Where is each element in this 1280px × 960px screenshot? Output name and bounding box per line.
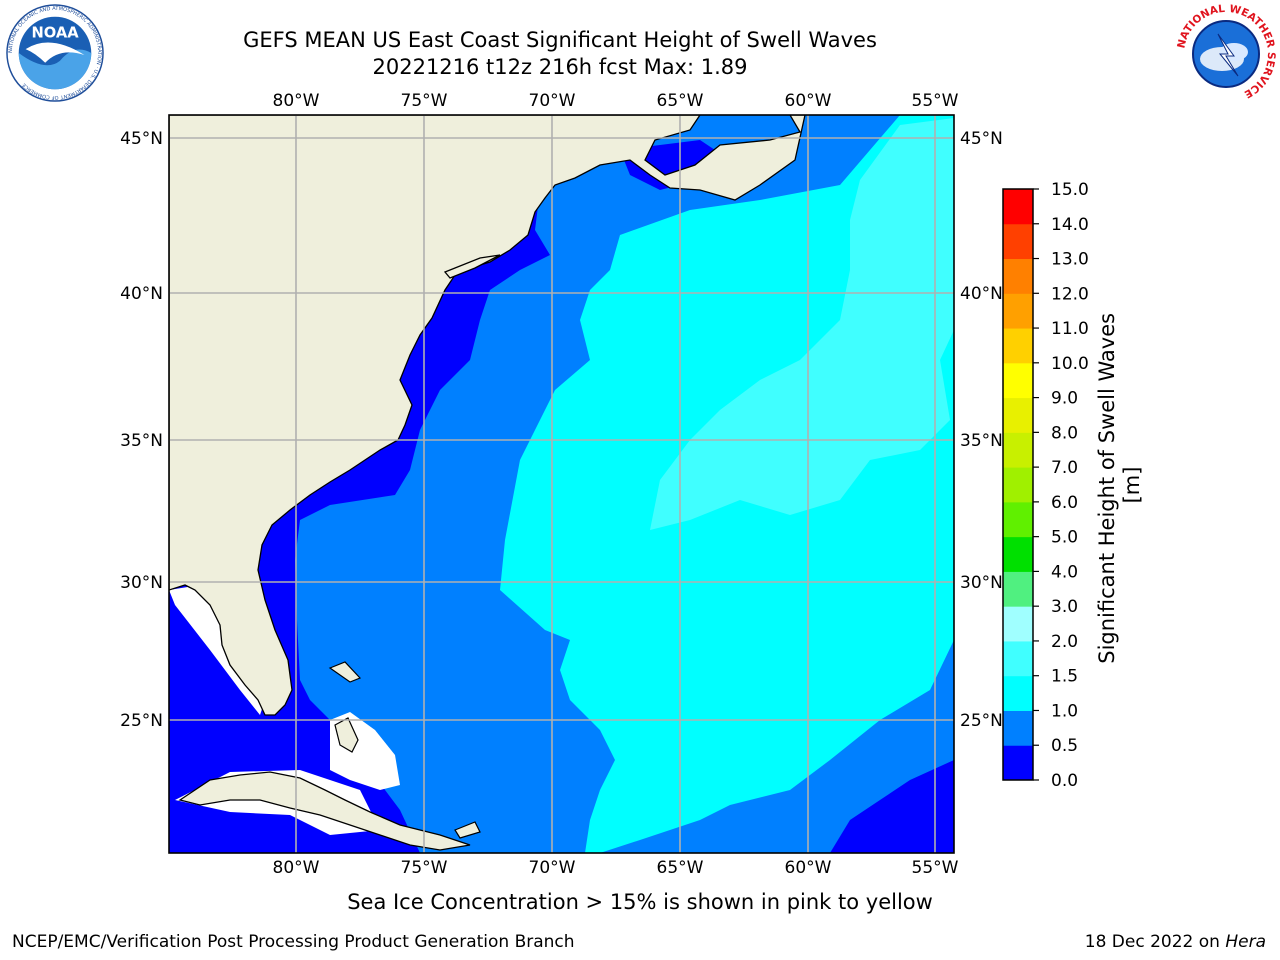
- generation-date: 18 Dec 2022 on Hera: [1085, 932, 1266, 952]
- colorbar-label: Significant Height of Swell Waves [m]: [1095, 306, 1144, 664]
- colorbar-swatch: [1003, 397, 1033, 433]
- land-hispaniola: [454, 821, 481, 839]
- lon-ticks-top: 80°W 75°W 70°W 65°W 60°W 55°W: [273, 91, 959, 111]
- land-north-america: [169, 115, 806, 716]
- machine-name: Hera: [1225, 932, 1266, 952]
- colorbar-tick-label: 0.5: [1051, 736, 1078, 756]
- colorbar-tick-label: 13.0: [1051, 250, 1089, 270]
- lon-tick-label: 70°W: [529, 858, 576, 878]
- swell-band-1.5-2.0: [650, 118, 954, 530]
- date-text: 18 Dec 2022 on: [1084, 932, 1226, 952]
- colorbar-tick-label: 3.0: [1051, 597, 1078, 617]
- colorbar-label-line2: [m]: [1120, 467, 1144, 504]
- lat-tick-label: 35°N: [120, 431, 163, 451]
- land-cuba: [178, 771, 471, 851]
- lat-tick-label: 25°N: [960, 711, 1003, 731]
- colorbar-tick-label: 11.0: [1051, 319, 1089, 339]
- lon-tick-label: 75°W: [401, 858, 448, 878]
- lat-ticks-left: 45°N 40°N 35°N 30°N 25°N: [120, 129, 163, 731]
- colorbar-swatch: [1003, 467, 1033, 503]
- lat-tick-label: 40°N: [960, 284, 1003, 304]
- colorbar-label-line1: Significant Height of Swell Waves: [1095, 313, 1119, 664]
- lon-tick-label: 60°W: [785, 91, 832, 111]
- colorbar-swatch: [1003, 189, 1033, 225]
- lat-tick-label: 35°N: [960, 431, 1003, 451]
- colorbar-swatch: [1003, 606, 1033, 642]
- noaa-logo: NOAA NATIONAL OCEANIC AND ATMOSPHERIC AD…: [6, 4, 104, 102]
- colorbar-swatch: [1003, 640, 1033, 677]
- colorbar-tick-label: 10.0: [1051, 354, 1089, 374]
- colorbar-swatch: [1003, 501, 1033, 538]
- colorbar-tick-label: 6.0: [1051, 493, 1078, 513]
- map-gridlines: [169, 115, 954, 853]
- lon-tick-label: 70°W: [529, 91, 576, 111]
- no-data-florida: [169, 585, 265, 715]
- colorbar-tick-label: 5.0: [1051, 528, 1078, 548]
- colorbar-tick-label: 14.0: [1051, 215, 1089, 235]
- lon-tick-label: 80°W: [273, 91, 320, 111]
- chart-subtitle: 20221216 t12z 216h fcst Max: 1.89: [372, 55, 748, 79]
- lon-tick-label: 55°W: [912, 858, 959, 878]
- lon-tick-label: 65°W: [657, 858, 704, 878]
- colorbar-tick-label: 8.0: [1051, 423, 1078, 443]
- lat-ticks-right: 45°N 40°N 35°N 30°N 25°N: [960, 129, 1003, 731]
- colorbar-swatch: [1003, 710, 1033, 746]
- lon-tick-label: 60°W: [785, 858, 832, 878]
- colorbar-swatch: [1003, 675, 1033, 711]
- colorbar: 0.0 0.5 1.0 1.5 2.0 3.0 4.0 5.0 6.0 7.0 8.0 9.0 10.0…: [1002, 180, 1089, 791]
- colorbar-tick-label: 12.0: [1051, 284, 1089, 304]
- lat-tick-label: 30°N: [120, 573, 163, 593]
- swell-band-0.0-0.5-southeast: [830, 760, 954, 853]
- colorbar-swatch: [1003, 362, 1033, 399]
- colorbar-tick-label: 7.0: [1051, 458, 1078, 478]
- lon-tick-label: 75°W: [401, 91, 448, 111]
- colorbar-swatch: [1003, 432, 1033, 468]
- colorbar-swatch: [1003, 223, 1033, 260]
- lon-tick-label: 80°W: [273, 858, 320, 878]
- land-bahamas-andros: [334, 717, 359, 753]
- colorbar-tick-label: 2.0: [1051, 632, 1078, 652]
- lon-tick-label: 65°W: [657, 91, 704, 111]
- sea-ice-note: Sea Ice Concentration > 15% is shown in …: [347, 890, 933, 914]
- lat-tick-label: 45°N: [120, 129, 163, 149]
- lon-tick-label: 55°W: [912, 91, 959, 111]
- map-field: [169, 115, 954, 853]
- colorbar-tick-label: 0.0: [1051, 771, 1078, 791]
- chart-title: GEFS MEAN US East Coast Significant Heig…: [243, 28, 877, 52]
- colorbar-swatch: [1003, 745, 1033, 781]
- lat-tick-label: 30°N: [960, 573, 1003, 593]
- lon-ticks-bottom: 80°W 75°W 70°W 65°W 60°W 55°W: [273, 858, 959, 878]
- lat-tick-label: 25°N: [120, 711, 163, 731]
- colorbar-tick-label: 4.0: [1051, 562, 1078, 582]
- lat-tick-label: 45°N: [960, 129, 1003, 149]
- colorbar-tick-label: 1.5: [1051, 667, 1078, 687]
- lat-tick-label: 40°N: [120, 284, 163, 304]
- land-bahamas-abaco: [328, 661, 362, 683]
- colorbar-swatch: [1003, 328, 1033, 364]
- colorbar-tick-label: 1.0: [1051, 701, 1078, 721]
- land-long-island: [443, 254, 501, 279]
- map-frame: [168, 114, 955, 854]
- colorbar-tick-label: 15.0: [1051, 180, 1089, 200]
- noaa-logo-text: NOAA: [31, 24, 79, 41]
- credit-line: NCEP/EMC/Verification Post Processing Pr…: [12, 932, 575, 952]
- colorbar-swatch: [1003, 536, 1033, 572]
- colorbar-swatch: [1003, 571, 1033, 607]
- colorbar-frame: [1002, 188, 1034, 781]
- colorbar-tick-label: 9.0: [1051, 389, 1078, 409]
- colorbar-swatch: [1003, 293, 1033, 329]
- colorbar-swatch: [1003, 258, 1033, 294]
- nws-logo: NATIONAL WEATHER SERVICE: [1176, 4, 1276, 103]
